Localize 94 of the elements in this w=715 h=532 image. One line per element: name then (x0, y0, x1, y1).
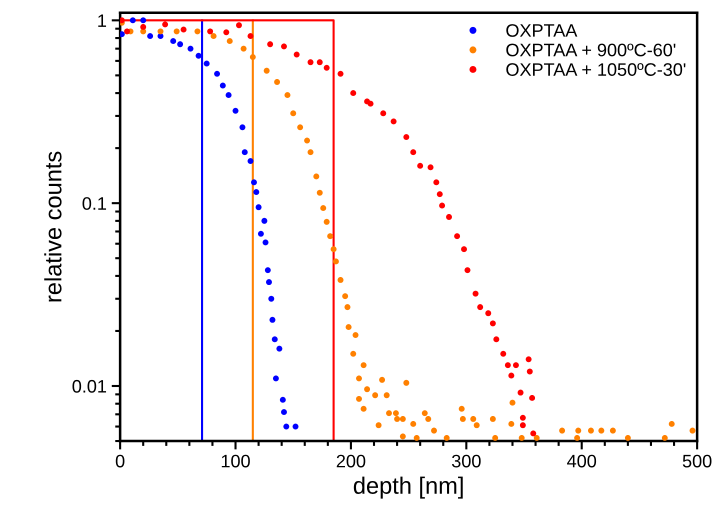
point (520, 414, 526, 421)
point (120, 17, 125, 24)
point (253, 189, 260, 196)
point (518, 390, 524, 396)
point (240, 124, 246, 130)
point (281, 409, 287, 416)
legend-label: OXPTAA + 1050ºC-30' (506, 63, 686, 76)
point (214, 70, 220, 77)
point (350, 90, 356, 96)
point (526, 368, 533, 374)
legend-label: OXPTAA (506, 24, 578, 37)
point (439, 202, 446, 209)
x-tick-label: 100 (222, 454, 250, 468)
point (207, 28, 214, 34)
point (472, 290, 478, 297)
point (226, 92, 232, 98)
point (248, 158, 254, 164)
point (294, 52, 300, 58)
point (268, 296, 274, 302)
point (272, 375, 279, 382)
point (262, 239, 268, 246)
point (256, 204, 262, 210)
x-tick-label: 0 (116, 454, 124, 468)
point (446, 214, 452, 220)
point (266, 279, 272, 286)
point (272, 336, 278, 342)
point (147, 33, 154, 40)
point (270, 316, 276, 323)
point (477, 304, 484, 310)
x-tick-label: 200 (336, 454, 366, 468)
x-tick-label: 400 (567, 454, 596, 468)
point (196, 52, 202, 59)
point (454, 233, 460, 240)
point (223, 29, 230, 36)
point (464, 267, 470, 274)
point (324, 64, 330, 71)
point (124, 28, 130, 34)
point (251, 179, 257, 186)
point (140, 24, 146, 30)
point (417, 162, 424, 169)
point (242, 149, 248, 156)
point (292, 424, 298, 430)
point (180, 26, 187, 33)
point (368, 100, 374, 107)
point (258, 230, 264, 237)
point (170, 38, 176, 44)
point (248, 33, 254, 40)
point (204, 60, 210, 67)
point (433, 179, 440, 186)
point (177, 41, 184, 48)
point (526, 356, 532, 362)
x-tick-label: 500 (682, 454, 712, 468)
point (264, 267, 271, 274)
y-tick-label: 1 (98, 14, 106, 27)
point (338, 70, 344, 77)
point (280, 396, 286, 403)
point (529, 395, 536, 401)
point (130, 17, 136, 24)
point (390, 118, 397, 124)
point (493, 336, 500, 342)
x-tick-label: 300 (452, 454, 481, 468)
point (162, 21, 168, 28)
point (410, 149, 416, 156)
point (236, 22, 242, 28)
y-tick-label: 0.01 (72, 380, 106, 393)
point (308, 59, 314, 66)
point (276, 346, 282, 352)
legend-label: OXPTAA + 900ºC-60' (506, 44, 676, 56)
point (232, 108, 238, 114)
y-tick-label: 0.1 (82, 197, 106, 210)
point (140, 17, 146, 24)
point (490, 320, 496, 326)
point (504, 362, 511, 368)
point (220, 82, 226, 88)
point (120, 31, 125, 38)
point (267, 41, 274, 48)
point (530, 430, 536, 436)
point (403, 134, 410, 140)
y-axis-title: relative counts (44, 152, 62, 302)
point (485, 310, 492, 316)
point (283, 424, 290, 430)
point (508, 372, 514, 379)
point (513, 362, 519, 368)
point (316, 59, 323, 66)
point (261, 218, 268, 224)
point (428, 164, 434, 170)
point (188, 46, 194, 52)
point (436, 191, 443, 198)
x-axis-title: depth [nm] (354, 476, 463, 499)
point (461, 246, 467, 252)
point (380, 110, 386, 116)
point (500, 350, 506, 357)
point (520, 422, 526, 428)
point (281, 43, 287, 50)
